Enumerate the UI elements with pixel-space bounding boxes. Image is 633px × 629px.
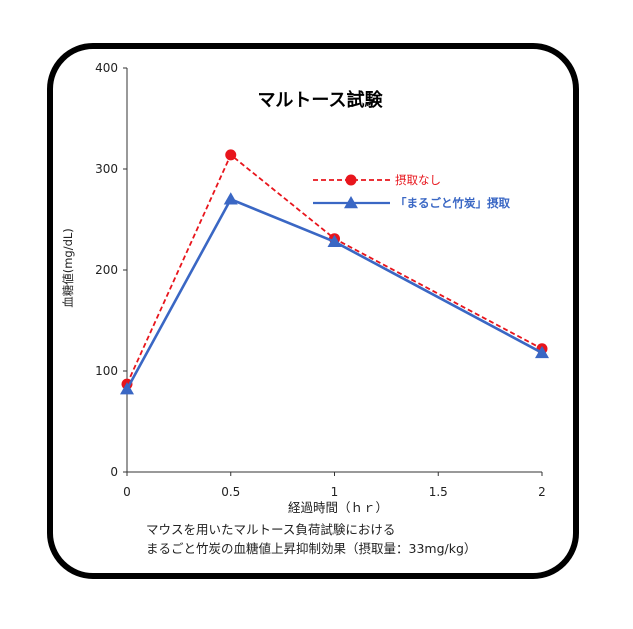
- chart-title: マルトース試験: [257, 89, 383, 111]
- legend-label: 摂取なし: [395, 173, 441, 187]
- series-line: [125, 197, 543, 390]
- y-tick-label: 100: [95, 364, 118, 378]
- data-point: [223, 192, 238, 205]
- y-axis-label: 血糖値(mg/dL): [61, 228, 75, 308]
- legend-item-2: 「まるごと竹炭」摂取: [313, 196, 510, 210]
- legend-marker: [345, 174, 357, 186]
- data-point: [327, 234, 342, 247]
- y-tick-label: 200: [95, 263, 118, 277]
- series-2: [120, 192, 549, 395]
- series-line: [126, 153, 543, 385]
- x-tick-label: 1.5: [429, 485, 448, 499]
- y-tick-label: 400: [95, 61, 118, 75]
- legend-label: 「まるごと竹炭」摂取: [395, 196, 510, 210]
- x-axis-label: 経過時間（ｈｒ）: [288, 500, 388, 515]
- chart-frame: [47, 43, 579, 579]
- data-point: [120, 382, 134, 395]
- x-tick-label: 2: [538, 485, 546, 499]
- legend-marker: [344, 196, 358, 209]
- data-point: [535, 345, 549, 359]
- series-1: [121, 149, 548, 390]
- x-tick-label: 1: [331, 485, 339, 499]
- x-tick-label: 0: [123, 485, 131, 499]
- x-tick-label: 0.5: [221, 485, 240, 499]
- y-tick-label: 300: [95, 162, 118, 176]
- data-point: [225, 149, 237, 161]
- caption-line-1: マウスを用いたマルトース負荷試験における: [146, 522, 396, 537]
- caption-line-2: まるごと竹炭の血糖値上昇抑制効果（摂取量：33mg/kg）: [146, 541, 477, 556]
- legend-item-1: 摂取なし: [313, 173, 441, 187]
- y-tick-label: 0: [110, 465, 118, 479]
